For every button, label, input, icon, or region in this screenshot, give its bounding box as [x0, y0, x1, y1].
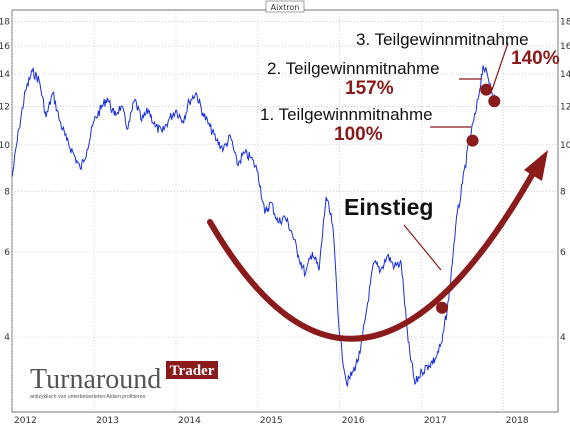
logo: Turnaround Trader antizyklisch von unter…: [30, 361, 218, 400]
y-tick-label-right: 4: [560, 333, 566, 343]
title-box: [265, 0, 305, 13]
y-tick-label-right: 18: [560, 17, 570, 27]
y-axis: 4 4 6 6 8 8 10 10 12 12 14 14 16 16 18 18: [0, 17, 570, 343]
annotation-2-percent: 157%: [345, 78, 394, 99]
x-tick-label: 2016: [342, 416, 365, 426]
x-tick-label: 2017: [424, 416, 447, 426]
y-tick-label-left: 12: [0, 102, 10, 112]
x-tick-label: 2015: [260, 416, 283, 426]
series-line: [11, 65, 498, 387]
y-tick-label-left: 4: [4, 333, 10, 343]
y-tick-label-left: 10: [0, 141, 10, 151]
y-tick-label-right: 10: [560, 141, 570, 151]
arrow-head-icon: [524, 150, 548, 181]
curved-arrow: [207, 165, 539, 342]
profit-take-3-marker: [488, 95, 501, 108]
y-tick-label-left: 8: [4, 188, 10, 198]
logo-tagline: antizyklisch von unterbewerteten Aktien …: [30, 394, 145, 400]
x-tick-label: 2013: [96, 416, 119, 426]
logo-badge-text: Trader: [170, 363, 215, 379]
y-tick-label-left: 16: [0, 42, 10, 52]
x-tick-label: 2018: [506, 416, 529, 426]
x-axis: 2012 2013 2014 2015 2016 2017 2018: [14, 416, 529, 426]
annotation-3-label: 3. Teilgewinnmitnahme: [356, 30, 529, 49]
y-tick-label-left: 14: [0, 70, 10, 80]
annotation-einstieg: Einstieg: [344, 194, 433, 220]
grid: [11, 10, 558, 412]
entry-marker: [436, 301, 449, 314]
y-tick-label-left: 6: [4, 248, 10, 258]
annotation-1-label: 1. Teilgewinnmitnahme: [260, 105, 433, 124]
annotation-2-label: 2. Teilgewinnmitnahme: [267, 59, 440, 78]
chart-title: Aixtron: [271, 3, 300, 12]
logo-brand: Turnaround: [30, 364, 161, 395]
logo-badge: [166, 361, 218, 379]
profit-take-2-marker: [480, 83, 493, 96]
annotations: Einstieg 1. Teilgewinnmitnahme 100% 2. T…: [260, 30, 560, 314]
annotation-3-percent: 140%: [511, 48, 560, 69]
y-tick-label-right: 8: [560, 188, 566, 198]
annotation-1-percent: 100%: [334, 124, 383, 145]
y-tick-label-right: 12: [560, 102, 570, 112]
y-tick-label-right: 16: [560, 42, 570, 52]
plot-area: [11, 9, 559, 413]
profit-take-1-marker: [466, 134, 479, 147]
x-tick-label: 2012: [14, 416, 37, 426]
x-tick-label: 2014: [178, 416, 201, 426]
y-tick-label-right: 6: [560, 248, 566, 258]
y-tick-label-right: 14: [560, 70, 570, 80]
y-tick-label-left: 18: [0, 17, 10, 27]
